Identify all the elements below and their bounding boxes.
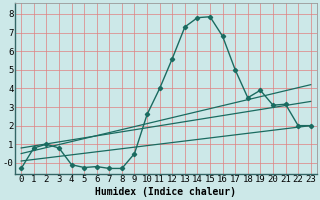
X-axis label: Humidex (Indice chaleur): Humidex (Indice chaleur) [95,187,236,197]
